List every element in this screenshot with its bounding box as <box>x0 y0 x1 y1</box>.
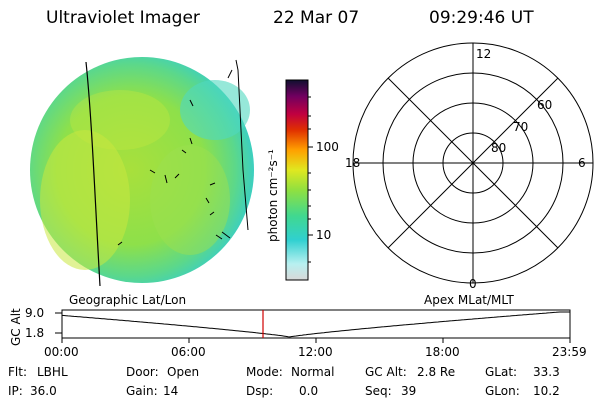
filter-label: Flt: <box>8 365 27 379</box>
instrument-title: Ultraviolet Imager <box>46 8 200 28</box>
mode-value: Normal <box>291 365 335 379</box>
glon-value: 10.2 <box>533 384 560 398</box>
mlt-label-0: 0 <box>469 277 477 291</box>
glat-value: 33.3 <box>533 365 560 379</box>
altitude-timeline <box>55 309 571 343</box>
mlt-label-18: 18 <box>345 156 361 170</box>
observation-time: 09:29:46 UT <box>429 8 534 28</box>
dsp-value: 0.0 <box>299 384 319 398</box>
gc-alt-label: GC Alt: <box>365 365 407 379</box>
timeline-right-caption: Apex MLat/MLT <box>424 293 514 307</box>
door-label: Door: <box>126 365 159 379</box>
lat-label-60: 60 <box>537 98 553 112</box>
colorbar <box>285 79 313 281</box>
timeline-x-tick-3: 18:00 <box>425 345 460 359</box>
timeline-x-tick-0: 00:00 <box>44 345 79 359</box>
mlt-label-6: 6 <box>578 156 586 170</box>
gc-alt-value: 2.8 Re <box>417 365 456 379</box>
dsp-label: Dsp: <box>246 384 274 398</box>
uv-earth-image <box>30 57 254 287</box>
altitude-curve <box>61 311 570 338</box>
timeline-x-tick-4: 23:59 <box>552 345 587 359</box>
filter-value: LBHL <box>37 365 68 379</box>
timeline-x-tick-1: 06:00 <box>171 345 206 359</box>
ip-label: IP: <box>8 384 23 398</box>
seq-value: 39 <box>401 384 417 398</box>
timeline-y-tick-low: 1.8 <box>25 326 45 340</box>
door-value: Open <box>167 365 200 379</box>
timeline-left-caption: Geographic Lat/Lon <box>69 293 187 307</box>
seq-label: Seq: <box>365 384 392 398</box>
observation-date: 22 Mar 07 <box>273 8 360 28</box>
timeline-x-tick-2: 12:00 <box>298 345 333 359</box>
mlt-label-12: 12 <box>476 47 492 61</box>
mode-label: Mode: <box>246 365 283 379</box>
colorbar-tick-10: 10 <box>316 228 332 242</box>
limb-line <box>235 59 249 231</box>
colorbar-tick-100: 100 <box>316 140 339 154</box>
terminator-line <box>85 61 101 287</box>
gain-label: Gain: <box>126 384 158 398</box>
gain-value: 14 <box>163 384 179 398</box>
colorbar-unit-label: photon cm⁻²s⁻¹ <box>266 149 280 242</box>
ip-value: 36.0 <box>30 384 57 398</box>
glon-label: GLon: <box>485 384 520 398</box>
lat-label-80: 80 <box>491 141 507 155</box>
lat-label-70: 70 <box>513 120 529 134</box>
glat-label: GLat: <box>485 365 518 379</box>
polar-plot <box>352 42 594 284</box>
timeline-y-title: GC Alt <box>9 308 23 346</box>
timeline-y-tick-high: 9.0 <box>25 306 45 320</box>
